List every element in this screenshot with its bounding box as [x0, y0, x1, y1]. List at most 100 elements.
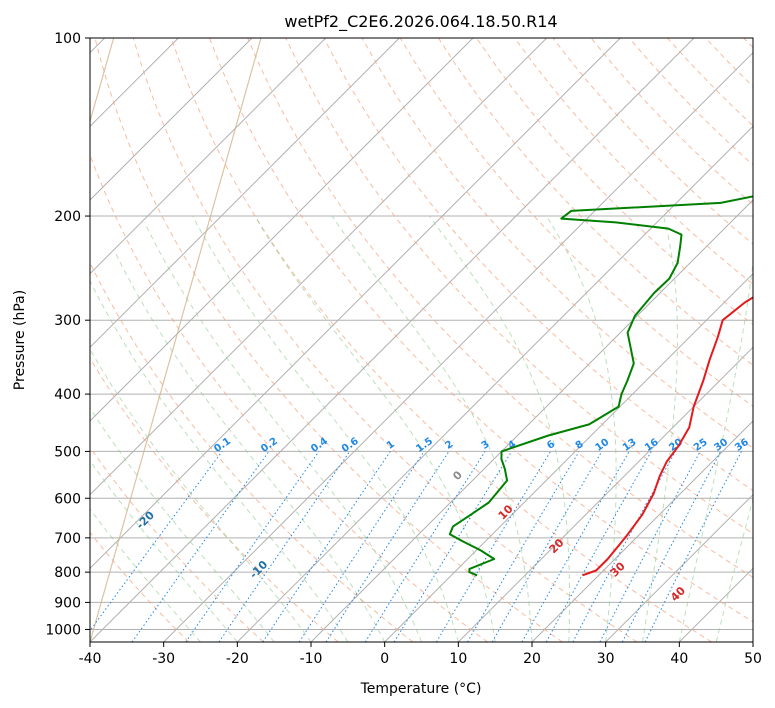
y-tick-label: 500 [54, 444, 81, 460]
isotherm-line [752, 641, 753, 642]
moist-adiabat-label: 30 [608, 559, 628, 579]
moist-adiabat [144, 222, 422, 642]
isotherm-line [90, 38, 400, 349]
moist-adiabat [254, 215, 496, 642]
isotherm-line [90, 38, 695, 642]
dry-adiabat [90, 446, 264, 642]
dry-adiabat [437, 38, 753, 366]
y-tick-label: 400 [54, 387, 81, 403]
mixing-ratio-line [364, 451, 486, 642]
dry-adiabat [170, 38, 712, 642]
background-line-labels: 0.10.20.40.611.52346810131620253036-100-… [31, 436, 751, 604]
y-axis: 100 200 300 400 500 600 700 800 900 1000 [45, 31, 90, 638]
mixing-ratio-line [393, 451, 513, 642]
plot-frame [89, 37, 754, 643]
dewpoint-profile-line [448, 195, 753, 577]
dry-adiabat [514, 38, 753, 285]
moist-adiabat-label: 40 [668, 584, 688, 604]
dry-adiabat [94, 38, 563, 642]
moist-adiabat-label: 0 [450, 468, 465, 483]
y-tick-label: 900 [54, 595, 81, 611]
moist-adiabat-label: 10 [496, 502, 516, 522]
x-axis-label: Temperature (°C) [360, 681, 482, 697]
y-tick-label: 800 [54, 565, 81, 581]
x-tick-label: -10 [300, 651, 323, 667]
x-tick-label: 30 [597, 651, 615, 667]
isotherm-line [236, 125, 753, 642]
moist-adiabat [331, 215, 533, 642]
x-axis: -40 -30 -20 -10 0 10 20 30 40 50 [79, 642, 762, 667]
moist-adiabat [90, 508, 201, 642]
y-tick-label: 600 [54, 491, 81, 507]
mixing-ratio-line [572, 451, 676, 642]
dry-adiabat [90, 261, 414, 642]
isotherm-line [163, 51, 753, 642]
x-tick-label: -20 [226, 651, 249, 667]
moist-adiabat [114, 251, 386, 642]
mixing-ratio-line [262, 451, 391, 642]
x-tick-label: -40 [79, 651, 102, 667]
curved-reference-line [90, 38, 262, 642]
dry-adiabat [209, 38, 753, 623]
dry-adiabat [90, 531, 190, 642]
dry-adiabat [399, 38, 753, 408]
moist-adiabat [429, 215, 570, 642]
mixing-ratio-label: 1 [385, 439, 397, 452]
dry-adiabat [285, 38, 753, 535]
x-tick-label: 20 [523, 651, 541, 667]
mixing-ratio-label: 0.1 [212, 436, 233, 455]
dry-adiabat [247, 38, 753, 578]
isotherm-line [457, 346, 753, 642]
mixing-ratio-line [298, 451, 425, 642]
mixing-ratio-label: 3 [480, 439, 492, 452]
mixing-ratio-line [131, 451, 270, 642]
dry-adiabat-label: -20 [134, 508, 157, 531]
mixing-ratio-label: 0.6 [340, 436, 361, 455]
x-tick-label: 0 [380, 651, 389, 667]
moist-adiabat [678, 259, 753, 642]
isotherm-line [90, 38, 621, 570]
grid-layer [90, 38, 753, 642]
moist-adiabat [642, 215, 678, 642]
mixing-ratio-line [521, 451, 630, 642]
x-tick-label: 50 [744, 651, 762, 667]
chart-title: wetPf2_C2E6.2026.064.18.50.R14 [284, 12, 557, 32]
mixing-ratio-line [218, 451, 351, 642]
moist-adiabat [546, 215, 617, 642]
isotherm-line [90, 38, 548, 496]
y-tick-label: 200 [54, 209, 81, 225]
isotherm-line [90, 38, 474, 422]
moist-adiabat [90, 348, 312, 642]
dry-adiabat [667, 38, 753, 127]
isotherm-line [90, 38, 253, 201]
isotherm-line [90, 38, 327, 275]
dry-adiabat-label: -30 [31, 457, 54, 480]
dry-adiabat [132, 38, 638, 642]
mixing-ratio-line [545, 451, 652, 642]
moist-adiabat-label: 20 [547, 536, 567, 556]
x-tick-label: 10 [449, 651, 467, 667]
mixing-ratio-line [185, 451, 320, 642]
isotherm-line [310, 199, 753, 642]
y-axis-label: Pressure (hPa) [12, 290, 28, 390]
moist-adiabat [192, 215, 459, 642]
isotherm-line [384, 272, 753, 642]
dry-adiabat [743, 38, 753, 49]
mixing-ratio-label: 8 [574, 439, 586, 452]
x-tick-label: 40 [670, 651, 688, 667]
mixing-ratio-line [325, 451, 450, 642]
dry-adiabat [90, 153, 488, 642]
mixing-ratio-label: 0.4 [309, 436, 330, 455]
dry-adiabat [90, 357, 339, 642]
isotherm-line [531, 420, 753, 642]
dry-adiabat [590, 38, 753, 206]
mixing-ratio-line [644, 451, 742, 642]
moist-adiabat [715, 497, 753, 642]
y-tick-label: 100 [54, 31, 81, 47]
x-tick-label: -30 [152, 651, 175, 667]
moist-adiabat [90, 407, 275, 642]
moist-adiabat [90, 279, 349, 642]
y-tick-label: 1000 [45, 622, 81, 638]
mixing-ratio-label: 0.2 [259, 436, 280, 455]
